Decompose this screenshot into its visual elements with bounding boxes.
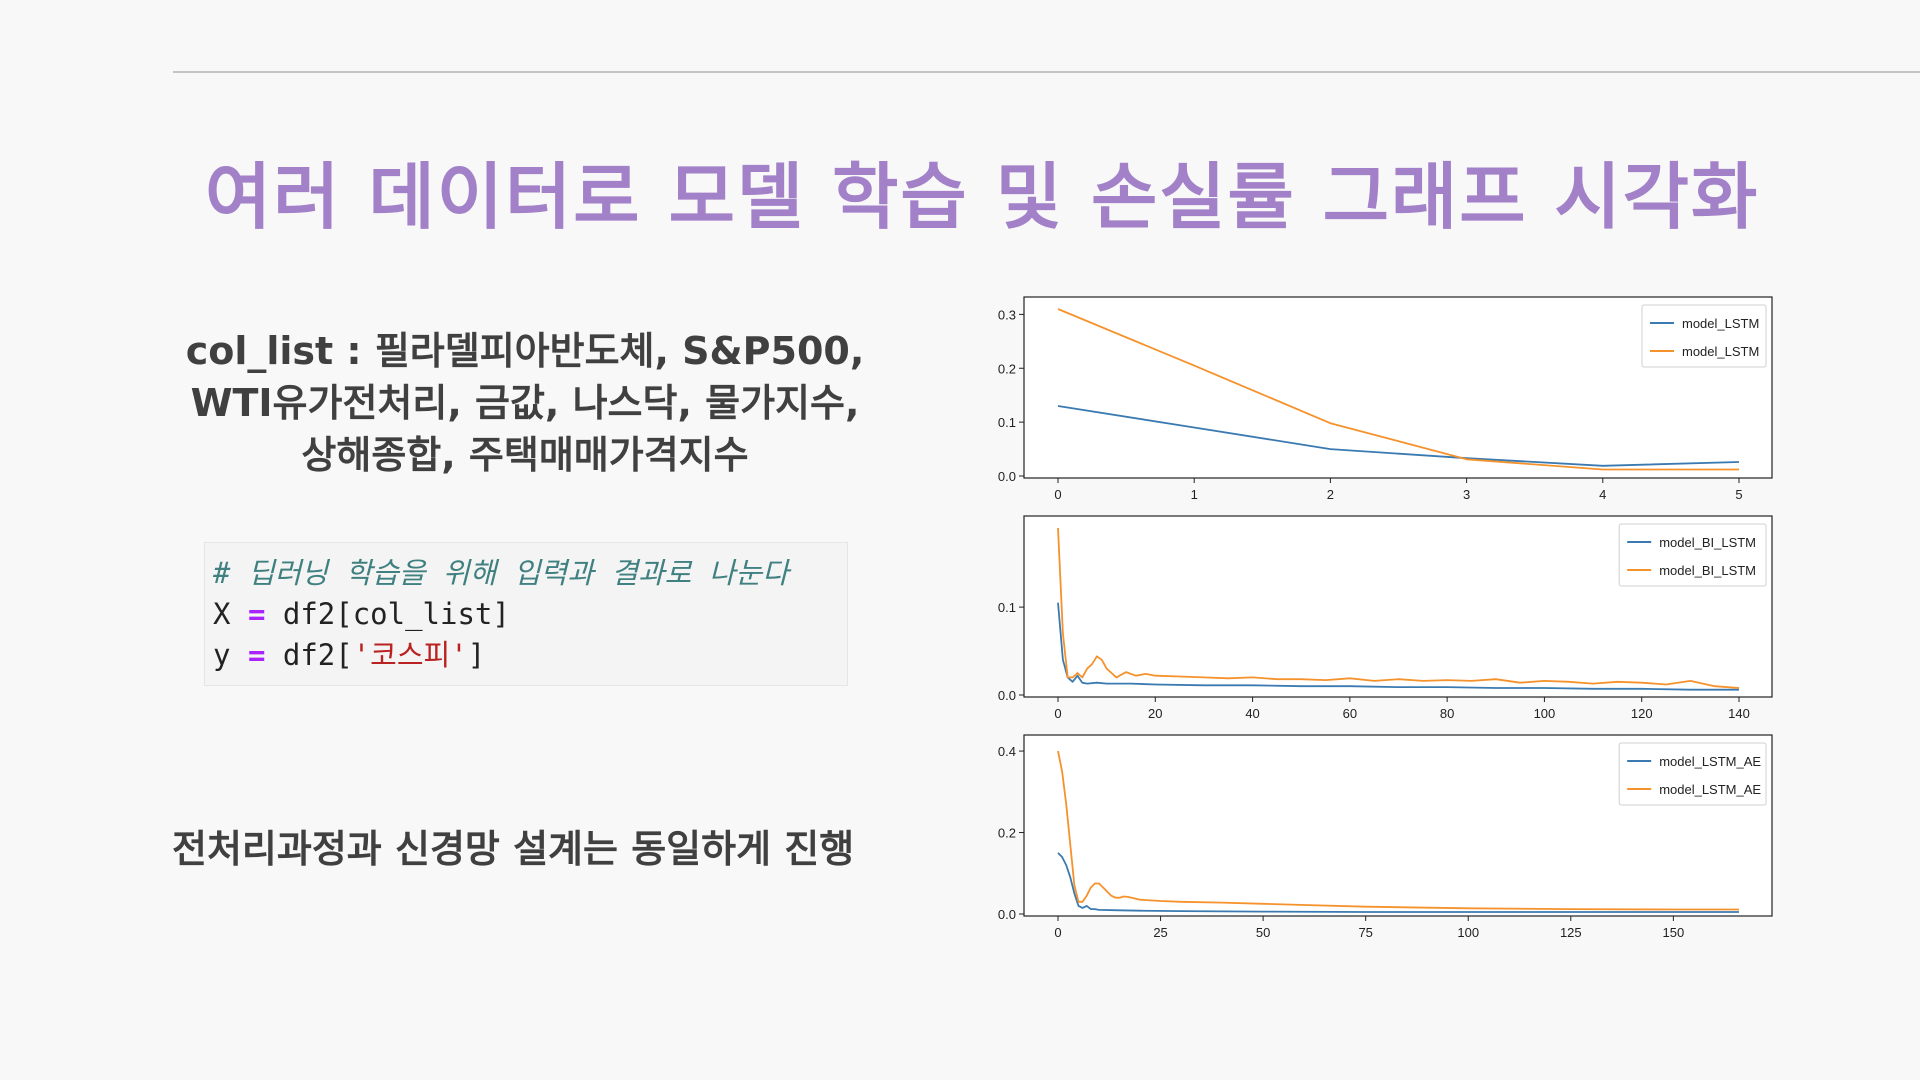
series-line-0 (1057, 602, 1739, 691)
legend-label: model_LSTM (1682, 316, 1759, 331)
code-expr: df2[col_list] (282, 597, 510, 631)
code-string: '코스피' (352, 638, 468, 672)
top-divider (173, 71, 1920, 73)
legend-label: model_BI_LSTM (1659, 535, 1756, 550)
y-tick-label: 0.0 (998, 688, 1016, 703)
code-snippet: # 딥러닝 학습을 위해 입력과 결과로 나눈다 X = df2[col_lis… (204, 542, 848, 686)
x-tick-label: 140 (1728, 706, 1750, 721)
code-var: X (213, 597, 231, 631)
description-line: 상해종합, 주택매매가격지수 (301, 433, 749, 477)
x-tick-label: 5 (1735, 487, 1742, 502)
y-tick-label: 0.1 (998, 415, 1016, 430)
x-tick-label: 4 (1599, 487, 1606, 502)
code-line-x: X = df2[col_list] (213, 594, 847, 635)
x-tick-label: 120 (1631, 706, 1653, 721)
x-tick-label: 25 (1153, 925, 1167, 940)
x-tick-label: 50 (1256, 925, 1270, 940)
legend-label: model_LSTM_AE (1659, 754, 1761, 769)
description-line: WTI유가전처리, 금값, 나스닥, 물가지수, (190, 381, 860, 425)
x-tick-label: 100 (1457, 925, 1479, 940)
code-operator: = (247, 638, 266, 672)
x-tick-label: 0 (1054, 706, 1061, 721)
series-line-1 (1057, 308, 1739, 471)
x-tick-label: 100 (1534, 706, 1556, 721)
code-operator: = (247, 597, 266, 631)
series-line-0 (1057, 405, 1740, 467)
x-tick-label: 3 (1463, 487, 1470, 502)
legend-label: model_BI_LSTM (1659, 563, 1756, 578)
slide-title: 여러 데이터로 모델 학습 및 손실률 그래프 시각화 (205, 155, 1760, 239)
y-tick-label: 0.0 (998, 469, 1016, 484)
legend-box (1618, 742, 1767, 806)
y-tick-label: 0.1 (998, 600, 1016, 615)
y-tick-label: 0.4 (998, 744, 1016, 759)
legend-label: model_LSTM_AE (1659, 782, 1761, 797)
series-line-0 (1057, 852, 1739, 913)
code-line-y: y = df2['코스피'] (213, 635, 847, 676)
series-line-1 (1057, 750, 1739, 911)
process-note: 전처리과정과 신경망 설계는 동일하게 진행 (172, 827, 855, 871)
x-tick-label: 0 (1054, 487, 1061, 502)
y-tick-label: 0.2 (998, 361, 1016, 376)
x-tick-label: 40 (1245, 706, 1259, 721)
x-tick-label: 1 (1191, 487, 1198, 502)
x-tick-label: 20 (1148, 706, 1162, 721)
x-tick-label: 125 (1560, 925, 1582, 940)
description-line: col_list : 필라델피아반도체, S&P500, (185, 329, 865, 373)
code-expr: df2[ (282, 638, 353, 672)
y-tick-label: 0.2 (998, 826, 1016, 841)
column-list-description: col_list : 필라델피아반도체, S&P500, WTI유가전처리, 금… (175, 325, 875, 481)
x-tick-label: 80 (1440, 706, 1454, 721)
x-tick-label: 0 (1054, 925, 1061, 940)
code-expr: ] (467, 638, 486, 672)
code-var: y (213, 638, 231, 672)
x-tick-label: 75 (1358, 925, 1372, 940)
x-tick-label: 150 (1663, 925, 1685, 940)
x-tick-label: 60 (1343, 706, 1357, 721)
series-line-1 (1057, 527, 1740, 689)
code-comment: # 딥러닝 학습을 위해 입력과 결과로 나눈다 (213, 556, 789, 590)
x-tick-label: 2 (1327, 487, 1334, 502)
legend-label: model_LSTM (1682, 344, 1759, 359)
y-tick-label: 0.3 (998, 307, 1016, 322)
y-tick-label: 0.0 (998, 907, 1016, 922)
legend-box (1618, 523, 1767, 587)
